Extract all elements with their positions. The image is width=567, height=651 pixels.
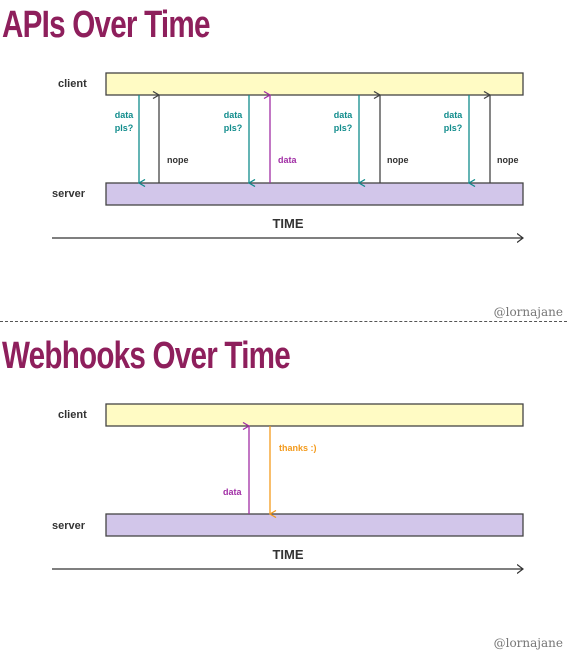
apis-request-label-4a: data (444, 110, 464, 120)
apis-client-label: client (58, 78, 87, 90)
section-divider (0, 321, 567, 322)
webhooks-diagram: client server data thanks :) TIME (52, 403, 567, 590)
apis-server-label: server (52, 188, 86, 200)
apis-nope-label-3: nope (497, 155, 519, 165)
webhooks-server-bar (105, 513, 524, 537)
webhooks-title: Webhooks Over Time (2, 335, 291, 377)
webhooks-server-label: server (52, 520, 86, 532)
apis-data-label: data (278, 155, 298, 165)
webhooks-data-label: data (223, 487, 243, 497)
apis-request-label-3b: pls? (334, 123, 353, 133)
apis-request-label-2a: data (224, 110, 244, 120)
apis-request-label-3a: data (334, 110, 354, 120)
webhooks-credit: @lornajane (493, 636, 563, 650)
apis-nope-label-1: nope (167, 155, 189, 165)
webhooks-thanks-label: thanks :) (279, 443, 317, 453)
webhooks-client-bar (105, 403, 524, 427)
apis-title: APIs Over Time (2, 4, 210, 46)
apis-client-bar (105, 72, 524, 96)
apis-time-label: TIME (272, 216, 303, 231)
apis-request-label-1a: data (115, 110, 135, 120)
webhooks-time-label: TIME (272, 547, 303, 562)
apis-nope-label-2: nope (387, 155, 409, 165)
apis-request-label-2b: pls? (224, 123, 243, 133)
apis-diagram: client server data pls? nope data pls? d… (52, 72, 567, 320)
webhooks-client-label: client (58, 409, 87, 421)
apis-request-label-4b: pls? (444, 123, 463, 133)
apis-credit: @lornajane (493, 305, 563, 319)
apis-server-bar (105, 182, 524, 206)
apis-request-label-1b: pls? (115, 123, 134, 133)
